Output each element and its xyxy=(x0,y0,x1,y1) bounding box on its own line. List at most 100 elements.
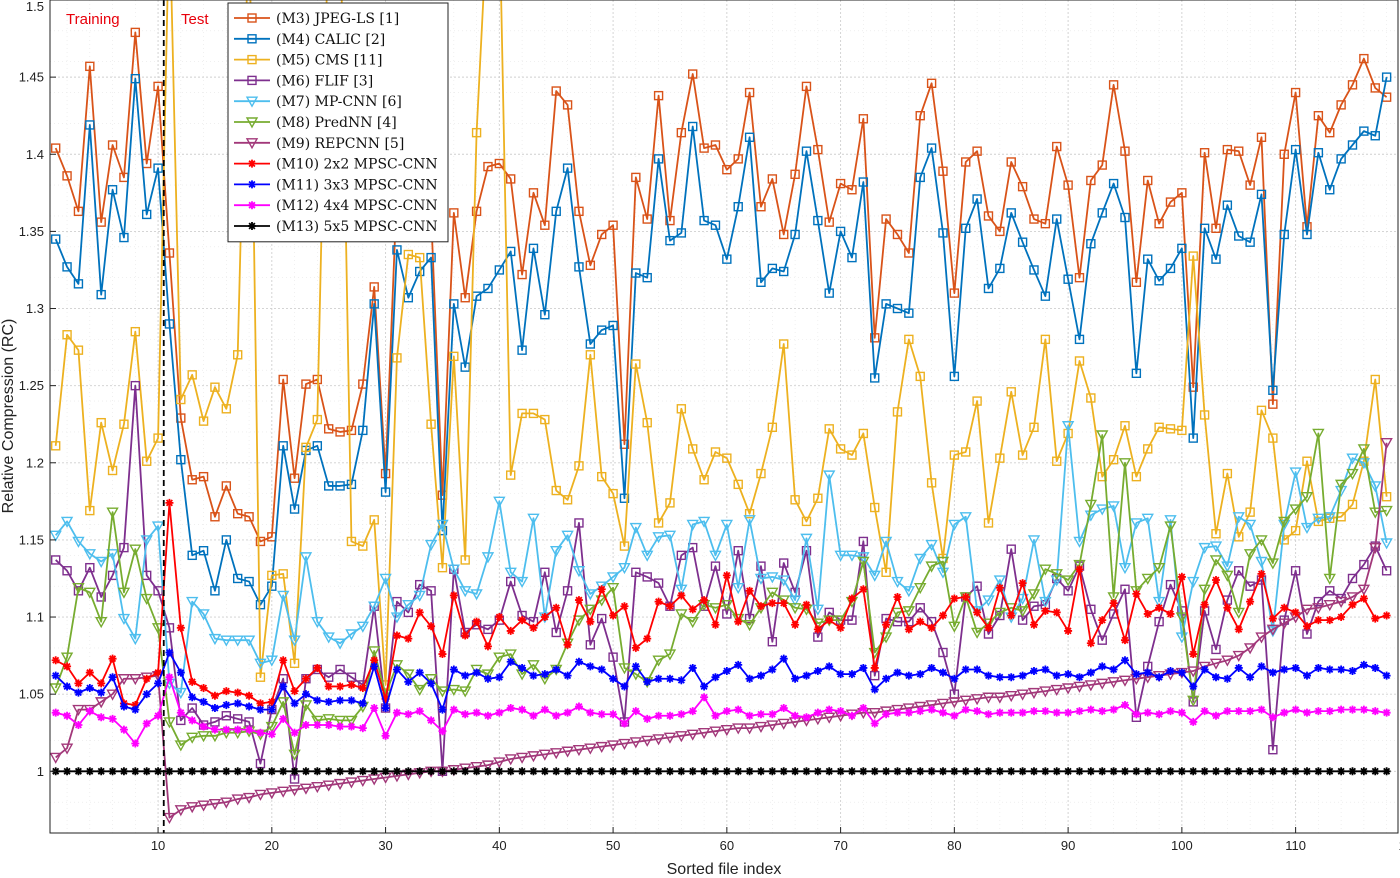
test-region-label: Test xyxy=(181,11,209,28)
data-point xyxy=(914,583,927,595)
data-point xyxy=(1222,144,1233,155)
data-point xyxy=(720,519,734,531)
data-point xyxy=(744,508,755,519)
data-point xyxy=(1371,767,1380,776)
data-point xyxy=(460,555,470,565)
legend-item[interactable]: (M12) 4x4 MPSC-CNN xyxy=(234,198,438,214)
data-point xyxy=(449,767,458,776)
data-point xyxy=(973,707,982,716)
data-point xyxy=(85,767,94,776)
data-point xyxy=(1027,589,1041,601)
legend-item[interactable]: (M10) 2x2 MPSC-CNN xyxy=(234,157,438,173)
data-point xyxy=(267,570,277,581)
data-point xyxy=(438,767,447,776)
data-point xyxy=(574,262,584,272)
data-point xyxy=(1312,428,1325,440)
data-point xyxy=(767,637,778,647)
data-point xyxy=(506,657,515,666)
series-line xyxy=(55,384,1388,780)
data-point xyxy=(743,723,756,735)
legend-item[interactable]: (M8) PredNN [4] xyxy=(234,115,397,131)
data-point xyxy=(50,234,61,244)
data-point xyxy=(481,669,495,681)
data-point xyxy=(404,677,413,686)
data-point xyxy=(1243,549,1257,561)
data-point xyxy=(1075,707,1084,716)
data-point xyxy=(1245,180,1255,190)
data-point xyxy=(1143,668,1152,677)
data-point xyxy=(1006,208,1016,218)
data-point xyxy=(97,688,106,697)
legend-item[interactable]: (M4) CALIC [2] xyxy=(234,32,385,48)
data-point xyxy=(882,674,891,683)
data-point xyxy=(574,657,583,666)
data-point xyxy=(369,299,379,309)
data-point xyxy=(1334,479,1348,491)
data-point xyxy=(1007,673,1016,682)
data-point xyxy=(483,161,493,172)
data-point xyxy=(688,767,697,776)
data-point xyxy=(1120,656,1129,665)
data-point xyxy=(847,594,856,603)
data-point xyxy=(1029,620,1038,629)
legend-item[interactable]: (M11) 3x3 MPSC-CNN xyxy=(234,177,438,193)
data-point xyxy=(311,715,324,727)
legend-item[interactable]: (M13) 5x5 MPSC-CNN xyxy=(234,219,438,235)
x-tick-label: 70 xyxy=(833,838,847,853)
data-point xyxy=(1187,695,1200,707)
data-point xyxy=(1109,705,1118,714)
y-tick-label: 1.5 xyxy=(26,0,44,14)
data-point xyxy=(1268,399,1278,409)
data-point xyxy=(1006,387,1016,397)
data-point xyxy=(277,590,290,602)
data-point xyxy=(859,704,868,713)
data-point xyxy=(335,481,345,491)
data-point xyxy=(245,702,254,711)
data-point xyxy=(893,592,902,601)
data-point xyxy=(756,767,765,776)
legend[interactable]: (M3) JPEG-LS [1] (M4) CALIC [2] (M5) CMS [… xyxy=(227,2,449,243)
legend-item[interactable]: (M9) REPCNN [5] xyxy=(234,136,404,152)
training-region-label: Training xyxy=(66,11,120,28)
data-point xyxy=(85,668,94,677)
legend-item[interactable]: (M7) MP-CNN [6] xyxy=(234,94,402,110)
data-point xyxy=(1130,518,1143,530)
data-point xyxy=(336,696,345,705)
legend-item[interactable]: (M5) CMS [11] xyxy=(234,53,382,69)
data-point xyxy=(347,722,356,731)
data-point xyxy=(290,767,299,776)
data-point xyxy=(1061,575,1075,587)
data-point xyxy=(176,394,186,405)
data-point xyxy=(652,655,665,667)
data-point xyxy=(891,576,904,588)
data-point xyxy=(221,481,232,491)
data-point xyxy=(868,707,881,720)
data-point xyxy=(688,707,697,716)
data-point xyxy=(265,788,279,800)
data-point xyxy=(1211,767,1220,776)
series-line xyxy=(54,0,1388,686)
data-point xyxy=(358,425,368,436)
data-point xyxy=(289,658,300,669)
y-tick-label: 1.3 xyxy=(26,301,44,316)
legend-item[interactable]: (M6) FLIF [3] xyxy=(234,73,373,89)
data-point xyxy=(1245,581,1255,591)
data-point xyxy=(311,782,324,794)
data-point xyxy=(925,700,938,712)
data-point xyxy=(722,453,732,463)
data-point xyxy=(700,693,709,702)
data-point xyxy=(404,767,413,776)
data-point xyxy=(368,601,381,613)
data-point xyxy=(1289,467,1302,479)
data-point xyxy=(732,723,745,735)
legend-item[interactable]: (M3) JPEG-LS [1] xyxy=(234,11,399,27)
data-point xyxy=(368,646,381,658)
data-point xyxy=(1131,471,1142,482)
data-point xyxy=(187,475,197,485)
data-point xyxy=(1108,454,1119,465)
data-point xyxy=(961,705,970,714)
series-line xyxy=(54,76,1388,606)
data-point xyxy=(1336,154,1346,164)
data-point xyxy=(665,674,674,683)
data-point xyxy=(356,775,370,787)
